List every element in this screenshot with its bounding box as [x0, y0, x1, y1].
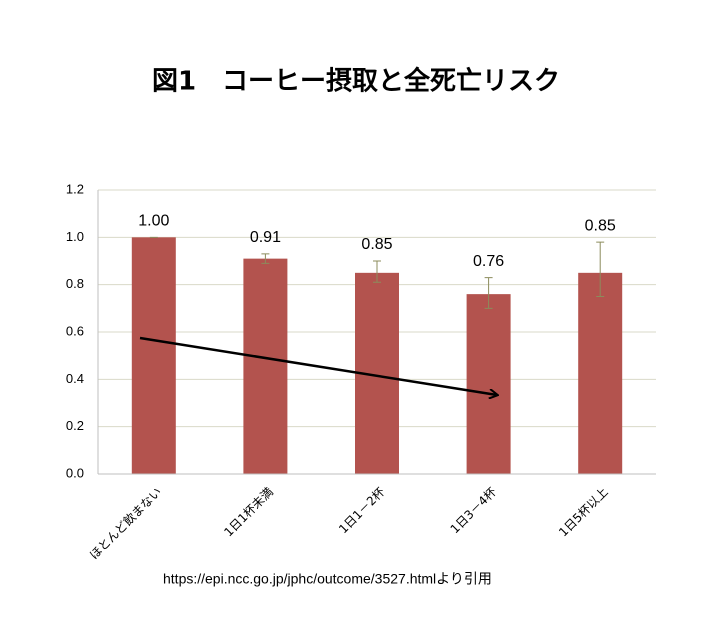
error-bar [484, 277, 493, 309]
source-note: https://epi.ncc.go.jp/jphc/outcome/3527.… [163, 571, 492, 587]
bar [131, 237, 176, 474]
bar [578, 272, 623, 474]
x-tick-label: 1日3－4杯 [448, 485, 500, 537]
value-label: 1.00 [138, 213, 169, 230]
chart-title: 図1 コーヒー摂取と全死亡リスク [152, 66, 560, 97]
value-label: 0.85 [585, 217, 616, 234]
trend-arrow [139, 336, 497, 395]
bar [466, 294, 511, 474]
y-tick-label: 0.8 [66, 276, 84, 291]
x-tick-label: 1日1杯未満 [221, 485, 276, 540]
y-tick-label: 0.2 [66, 418, 84, 433]
x-tick-label: 1日1－2杯 [336, 485, 388, 537]
bar [243, 258, 288, 474]
y-tick-label: 1.2 [66, 181, 84, 196]
value-label: 0.85 [361, 236, 392, 253]
value-label: 0.76 [473, 253, 504, 270]
y-tick-label: 0.4 [66, 371, 84, 386]
error-bar [373, 260, 381, 283]
error-bar [596, 241, 605, 297]
value-label: 0.91 [250, 229, 281, 246]
x-tick-label: 1日5杯以上 [556, 485, 611, 540]
y-tick-label: 0.6 [66, 323, 84, 338]
y-tick-label: 0.0 [66, 465, 84, 480]
y-tick-label: 1.0 [66, 229, 84, 244]
error-bar [261, 253, 270, 264]
x-tick-label: ほとんど飲まない [86, 484, 164, 562]
